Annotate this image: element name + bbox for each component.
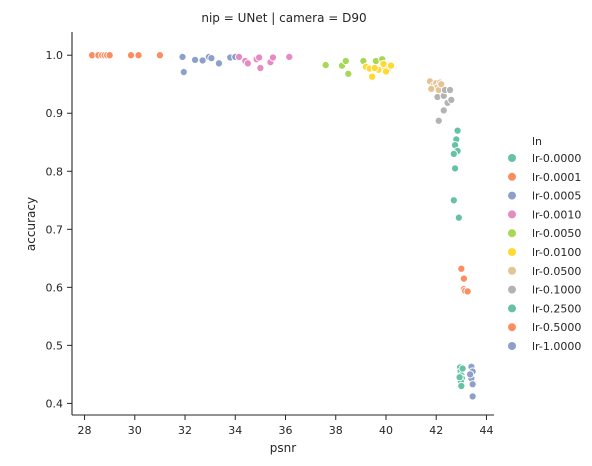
legend: ln lr-0.0000 lr-0.0001 lr-0.0005 lr-0.0010 l…: [508, 135, 581, 353]
data-point: [156, 52, 163, 59]
legend-marker: [508, 286, 516, 294]
data-point: [464, 288, 471, 295]
data-point: [451, 165, 458, 172]
legend-marker: [508, 248, 516, 256]
legend-marker: [508, 323, 516, 331]
legend-marker: [508, 154, 516, 162]
legend-marker: [508, 267, 516, 275]
data-point: [257, 64, 264, 71]
legend-entry: lr-0.5000: [532, 321, 581, 334]
plot-title: nip = UNet | camera = D90: [201, 11, 366, 25]
x-ticks: 28 30 32 34 36 38 40 42 44: [78, 415, 494, 437]
x-tick-label: 38: [329, 424, 343, 437]
data-point: [371, 64, 378, 71]
legend-entry: lr-0.0000: [532, 152, 581, 165]
legend-marker: [508, 342, 516, 350]
data-point: [448, 96, 455, 103]
data-point: [180, 68, 187, 75]
y-tick-label: 0.9: [46, 107, 64, 120]
x-tick-label: 40: [379, 424, 393, 437]
y-tick-label: 0.8: [46, 165, 64, 178]
data-point: [269, 54, 276, 61]
data-point: [235, 53, 242, 60]
y-tick-label: 0.7: [46, 223, 64, 236]
data-point: [387, 62, 394, 69]
data-point: [428, 85, 435, 92]
x-tick-label: 34: [228, 424, 242, 437]
y-tick-label: 1.0: [46, 49, 64, 62]
x-tick-label: 42: [429, 424, 443, 437]
x-tick-label: 36: [279, 424, 293, 437]
y-axis-label: accuracy: [24, 197, 38, 251]
x-tick-label: 44: [479, 424, 493, 437]
data-point: [469, 393, 476, 400]
legend-entry: lr-0.0005: [532, 190, 581, 203]
legend-marker: [508, 192, 516, 200]
data-point: [135, 52, 142, 59]
legend-entry: lr-0.2500: [532, 302, 581, 315]
data-point: [446, 86, 453, 93]
legend-entry: lr-0.0500: [532, 265, 581, 278]
x-tick-label: 30: [128, 424, 142, 437]
legend-entry: lr-0.1000: [532, 284, 581, 297]
data-point: [369, 73, 376, 80]
data-point: [208, 55, 215, 62]
data-point: [458, 382, 465, 389]
legend-entry: lr-0.0010: [532, 208, 581, 221]
data-point: [380, 60, 387, 67]
data-point: [286, 53, 293, 60]
legend-title: ln: [532, 135, 542, 148]
legend-entry: lr-0.0001: [532, 171, 581, 184]
data-point: [106, 52, 113, 59]
data-point: [244, 60, 251, 67]
x-tick-label: 32: [178, 424, 192, 437]
data-point: [469, 381, 476, 388]
data-point: [179, 53, 186, 60]
data-point: [345, 70, 352, 77]
y-tick-label: 0.5: [46, 339, 64, 352]
data-point: [322, 61, 329, 68]
legend-marker: [508, 173, 516, 181]
data-point: [454, 127, 461, 134]
data-point: [456, 374, 463, 381]
data-point: [440, 107, 447, 114]
data-point: [382, 68, 389, 75]
x-axis-label: psnr: [270, 441, 296, 455]
data-point: [455, 214, 462, 221]
legend-entry: lr-0.0100: [532, 246, 581, 259]
legend-marker: [508, 210, 516, 218]
data-point: [435, 117, 442, 124]
data-point: [256, 54, 263, 61]
legend-entry: lr-0.0050: [532, 227, 581, 240]
y-ticks: 0.4 0.5 0.6 0.7 0.8 0.9 1.0: [46, 49, 73, 410]
legend-marker: [508, 229, 516, 237]
legend-entry: lr-1.0000: [532, 340, 581, 353]
data-point: [127, 52, 134, 59]
data-point: [215, 60, 222, 67]
y-tick-label: 0.4: [46, 397, 64, 410]
data-point: [458, 265, 465, 272]
data-point: [459, 365, 466, 372]
legend-marker: [508, 304, 516, 312]
data-point: [450, 197, 457, 204]
y-tick-label: 0.6: [46, 281, 64, 294]
data-point: [450, 150, 457, 157]
x-tick-label: 28: [78, 424, 92, 437]
data-point: [342, 57, 349, 64]
data-point: [191, 56, 198, 63]
points-layer: [88, 52, 476, 400]
data-point: [467, 371, 474, 378]
data-point: [460, 275, 467, 282]
